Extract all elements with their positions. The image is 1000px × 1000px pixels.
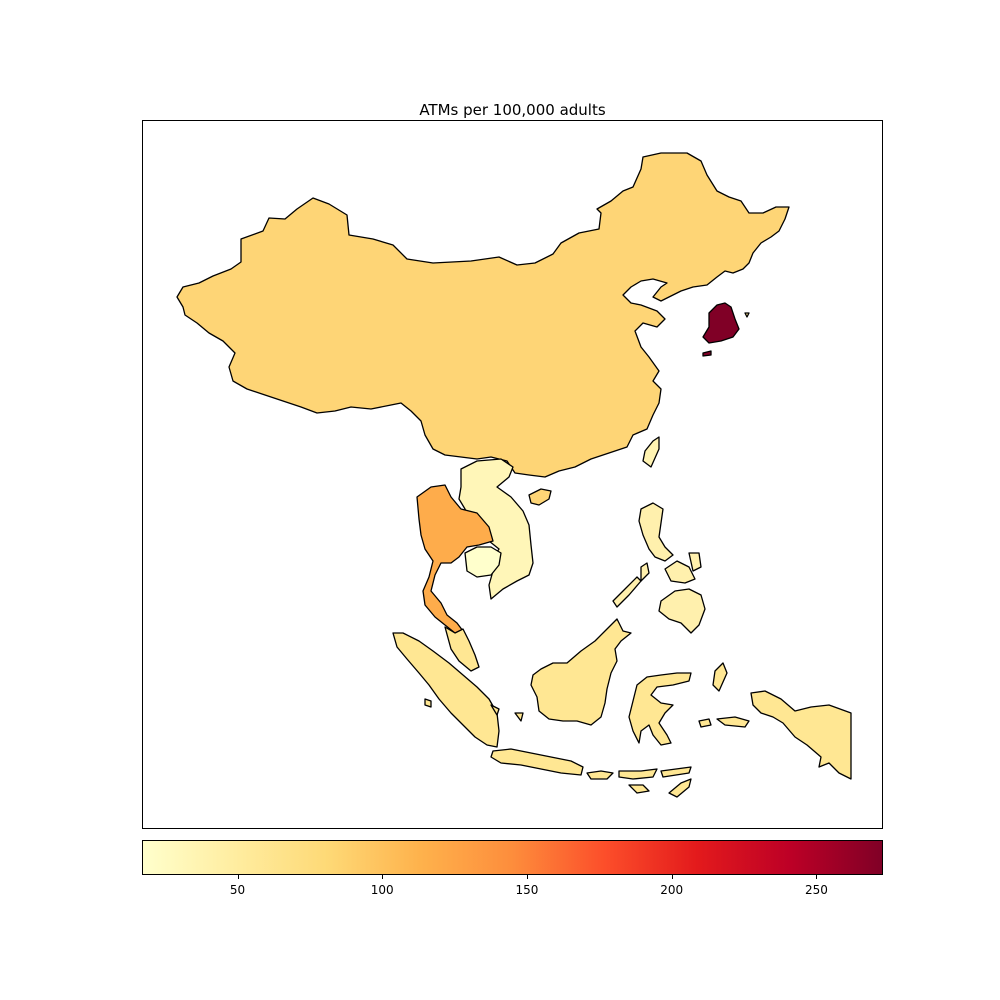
region-belitung[interactable]: [490, 704, 500, 716]
colorbar-tick-label: 250: [804, 883, 828, 897]
region-new-guinea[interactable]: [750, 690, 852, 780]
colorbar-tick: [382, 875, 384, 879]
map-frame: [142, 120, 883, 829]
region-halmahera[interactable]: [712, 662, 728, 692]
colorbar-tick-label: 100: [370, 883, 394, 897]
region-luzon[interactable]: [638, 502, 674, 562]
colorbar-tick: [237, 875, 239, 879]
region-buru[interactable]: [698, 718, 712, 728]
region-mindanao[interactable]: [658, 588, 706, 634]
region-jeju[interactable]: [702, 350, 712, 357]
region-sumba[interactable]: [628, 784, 650, 794]
region-sumatra[interactable]: [392, 632, 500, 748]
region-flores[interactable]: [660, 766, 692, 778]
region-borneo[interactable]: [530, 618, 632, 726]
colorbar-tick: [526, 875, 528, 879]
region-java[interactable]: [490, 748, 584, 776]
region-samar[interactable]: [688, 552, 702, 572]
colorbar-tick-label: 50: [229, 883, 246, 897]
region-sumbawa[interactable]: [618, 768, 658, 780]
region-visayas[interactable]: [664, 560, 696, 584]
region-sulawesi[interactable]: [628, 672, 692, 746]
region-sakhalin-tip[interactable]: [744, 312, 750, 318]
colorbar-tick-label: 150: [515, 883, 539, 897]
map-title: ATMs per 100,000 adults: [419, 101, 606, 119]
region-cambodia[interactable]: [464, 546, 502, 578]
colorbar-tick-label: 200: [660, 883, 684, 897]
region-nias[interactable]: [424, 698, 432, 708]
region-china[interactable]: [176, 152, 790, 478]
region-taiwan[interactable]: [642, 436, 660, 468]
colorbar-tick: [816, 875, 818, 879]
region-palawan[interactable]: [612, 576, 642, 608]
region-thailand[interactable]: [416, 484, 494, 634]
region-bangka[interactable]: [514, 712, 524, 722]
region-south-korea[interactable]: [702, 302, 740, 344]
map-canvas: [176, 152, 852, 798]
region-hainan[interactable]: [528, 488, 552, 506]
region-timor[interactable]: [668, 778, 692, 798]
region-lesser-sunda[interactable]: [586, 770, 614, 780]
region-mindoro[interactable]: [640, 562, 650, 582]
colorbar-tick: [671, 875, 673, 879]
colorbar: [142, 840, 883, 875]
region-seram[interactable]: [716, 716, 750, 728]
region-malaysia-peninsula[interactable]: [444, 626, 480, 672]
